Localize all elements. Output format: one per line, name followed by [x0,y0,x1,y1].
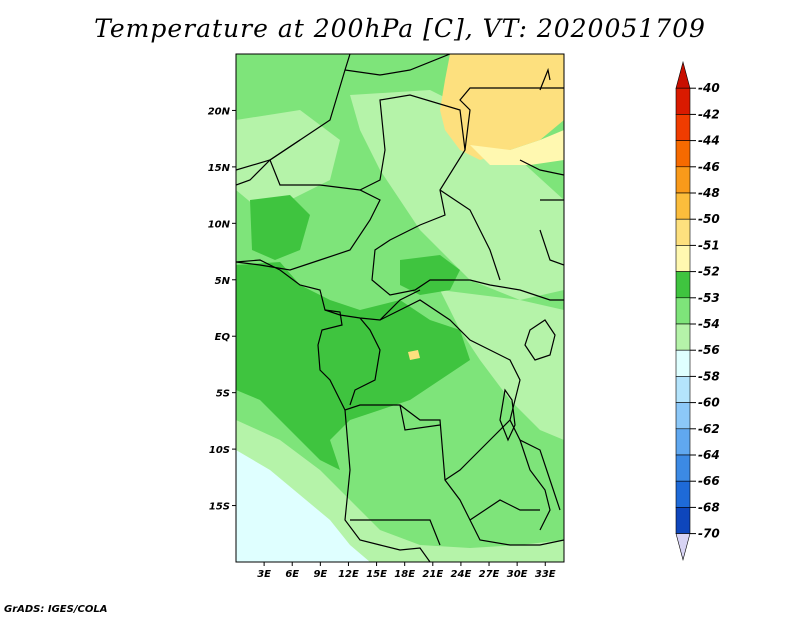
colorbar-segment [675,323,691,351]
colorbar-label: -66 [698,474,720,488]
grads-credit: GrADS: IGES/COLA [4,604,108,615]
lat-label: 5S [216,389,230,400]
lon-label: 12E [338,569,359,580]
temperature-field [236,54,564,562]
lon-label: 15E [366,569,387,580]
colorbar-label: -54 [698,317,720,331]
colorbar-label: -48 [698,186,720,200]
lat-label: 15N [208,163,231,174]
colorbar-segment [675,349,691,377]
lat-label: 20N [208,106,231,117]
colorbar-segment [675,271,691,299]
colorbar-label: -50 [698,212,720,226]
colorbar-label: -60 [698,396,720,410]
colorbar-segment [675,218,691,246]
colorbar-segment [675,402,691,430]
colorbar-segment [675,297,691,325]
colorbar-label: -62 [698,422,720,436]
lat-label: EQ [215,332,231,343]
colorbar-segment [675,166,691,194]
lon-label: 27E [479,569,500,580]
colorbar-label: -44 [698,134,720,148]
lat-label: 15S [209,502,230,513]
map-panel [235,53,565,563]
colorbar-label: -58 [698,369,720,383]
lon-label: 24E [451,569,472,580]
colorbar-label: -46 [698,160,720,174]
colorbar-bottom-arrow [675,533,691,561]
lon-label: 9E [313,569,327,580]
colorbar-segment [675,140,691,168]
map-title: Temperature at 200hPa [C], VT: 202005170… [94,14,706,43]
longitude-labels: 3E 6E 9E 12E 15E 18E 21E 24E 27E 30E 33E [257,562,556,580]
colorbar-top-arrow [675,60,691,89]
colorbar-segment [675,114,691,141]
country-borders [236,54,564,562]
colorbar-label: -42 [698,107,720,121]
lat-label: 10S [209,445,230,456]
colorbar-segment [675,87,691,115]
lon-label: 3E [257,569,271,580]
colorbar-segment [675,428,691,456]
latitude-labels: 20N 15N 10N 5N EQ 5S 10S 15S [208,106,236,513]
colorbar-segment [675,454,691,482]
colorbar-segment [675,480,691,508]
colorbar-label: -64 [698,448,720,462]
map-frame [235,53,565,563]
colorbar-label: -56 [698,343,720,357]
lat-label: 10N [208,219,231,230]
colorbar-label: -53 [698,291,720,305]
lon-label: 33E [535,569,556,580]
colorbar-label: -51 [698,238,720,252]
colorbar-segment [675,507,691,534]
colorbar-segment [675,192,691,220]
lat-label: 5N [215,276,231,287]
colorbar-segment [675,376,691,403]
colorbar-segment [675,245,691,272]
lon-label: 6E [285,569,299,580]
lon-label: 30E [507,569,528,580]
colorbar-label: -52 [698,265,720,279]
lon-label: 21E [422,569,443,580]
lon-label: 18E [394,569,415,580]
colorbar: -40 -42 -44 -46 -48 -50 -51 -52 -53 -54 -56 -58 -60 -… [675,60,720,561]
colorbar-label: -70 [698,527,720,541]
colorbar-label: -68 [698,500,720,514]
colorbar-label: -40 [698,81,720,95]
